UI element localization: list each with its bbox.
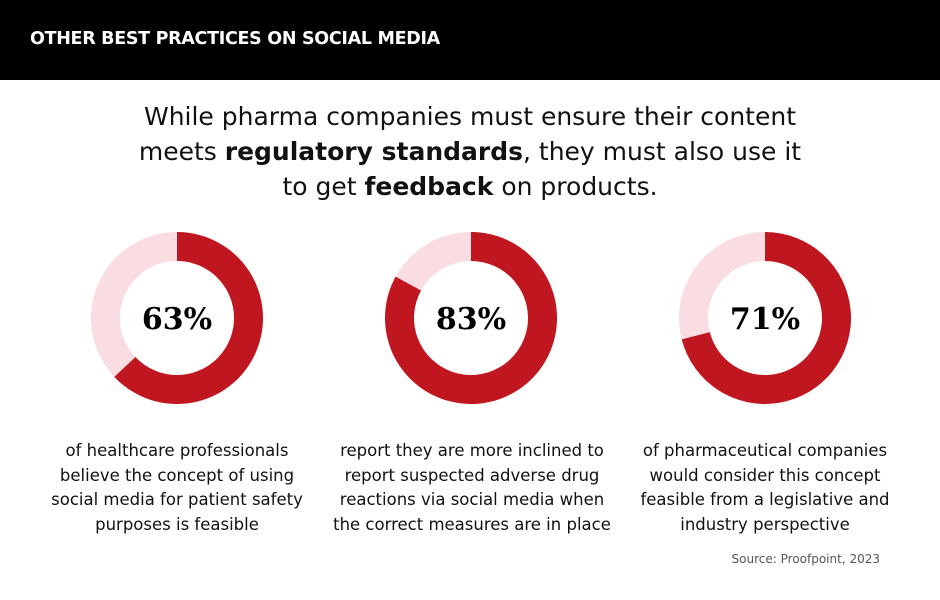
headline-text: to get [282,172,365,201]
caption-1: of healthcare professionals believe the … [32,439,322,537]
donut-track-3 [678,232,765,340]
headline: While pharma companies must ensure their… [70,99,870,204]
caption-3: of pharmaceutical companies would consid… [620,439,910,537]
donut-track-1 [91,232,177,377]
caption-line: report they are more inclined to [340,441,604,460]
headline-line-1: While pharma companies must ensure their… [143,102,797,131]
donut-slice-2 [385,232,557,404]
caption-line: social media for patient safety [51,490,303,509]
donut-slice-1 [114,232,263,404]
caption-2: report they are more inclined to report … [327,439,617,537]
donut-track-2 [395,232,471,291]
source-note: Source: Proofpoint, 2023 [731,552,880,566]
donut-slice-3 [681,232,852,404]
headline-emphasis-feedback: feedback [364,172,494,201]
caption-line: reactions via social media when [339,490,605,509]
caption-line: would consider this concept [649,465,881,485]
donut-value-label-1: 63% [142,302,212,337]
headline-text: meets [138,137,225,166]
headline-line-2: meets regulatory standards, they must al… [70,134,870,169]
caption-line: purposes is feasible [95,514,259,534]
caption-line: feasible from a legislative and [640,490,890,509]
caption-line: believe the concept of using [59,465,295,485]
donut-value-label-2: 83% [436,302,506,337]
caption-line: of healthcare professionals [65,441,289,460]
headline-text: on products. [493,172,658,201]
headline-line-3: to get feedback on products. [70,169,870,204]
page-title: OTHER BEST PRACTICES ON SOCIAL MEDIA [30,29,440,49]
caption-line: industry perspective [680,514,850,534]
headline-text: , they must also use it [523,137,802,166]
donut-value-label-3: 71% [730,302,800,337]
caption-line: of pharmaceutical companies [642,441,888,460]
caption-line: report suspected adverse drug [344,465,600,485]
caption-line: the correct measures are in place [333,514,611,534]
headline-emphasis-regulatory: regulatory standards [224,137,523,166]
header-bar: OTHER BEST PRACTICES ON SOCIAL MEDIA [0,0,940,80]
